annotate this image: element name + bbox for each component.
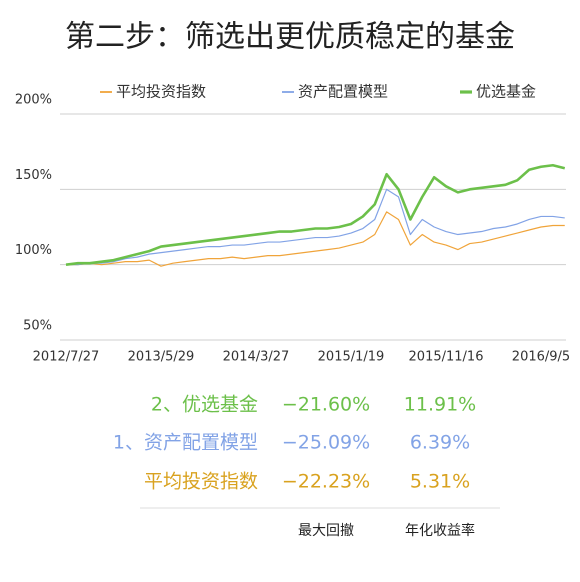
- series-line: [65, 163, 566, 266]
- series-line: [66, 211, 565, 267]
- row-value: −25.09%: [282, 432, 370, 454]
- row-value: −22.23%: [282, 471, 370, 493]
- row-value: 5.31%: [410, 471, 470, 493]
- x-tick-label: 2016/9/5: [512, 350, 570, 365]
- row-value: 6.39%: [410, 432, 470, 454]
- row-value: −21.60%: [282, 394, 370, 416]
- x-tick-label: 2015/1/19: [318, 350, 385, 365]
- y-tick-label: 150%: [15, 168, 52, 183]
- column-header: 最大回撤: [298, 523, 354, 539]
- x-tick-label: 2015/11/16: [409, 350, 484, 365]
- column-header: 年化收益率: [405, 522, 475, 539]
- x-tick-label: 2012/7/27: [33, 350, 100, 365]
- y-tick-label: 200%: [15, 93, 52, 108]
- chart-title: 第二步：筛选出更优质稳定的基金: [65, 20, 515, 55]
- x-tick-label: 2013/5/29: [128, 350, 195, 365]
- row-label: 1、资产配置模型: [113, 432, 258, 454]
- legend-label: 优选基金: [476, 83, 536, 101]
- series-line: [66, 188, 565, 266]
- legend-label: 平均投资指数: [116, 83, 206, 101]
- x-tick-label: 2014/3/27: [223, 350, 290, 365]
- row-label: 平均投资指数: [144, 471, 258, 493]
- y-tick-label: 50%: [23, 319, 52, 334]
- row-label: 2、优选基金: [151, 394, 258, 416]
- y-tick-label: 100%: [15, 243, 52, 258]
- legend-label: 资产配置模型: [298, 83, 388, 101]
- row-value: 11.91%: [404, 394, 476, 416]
